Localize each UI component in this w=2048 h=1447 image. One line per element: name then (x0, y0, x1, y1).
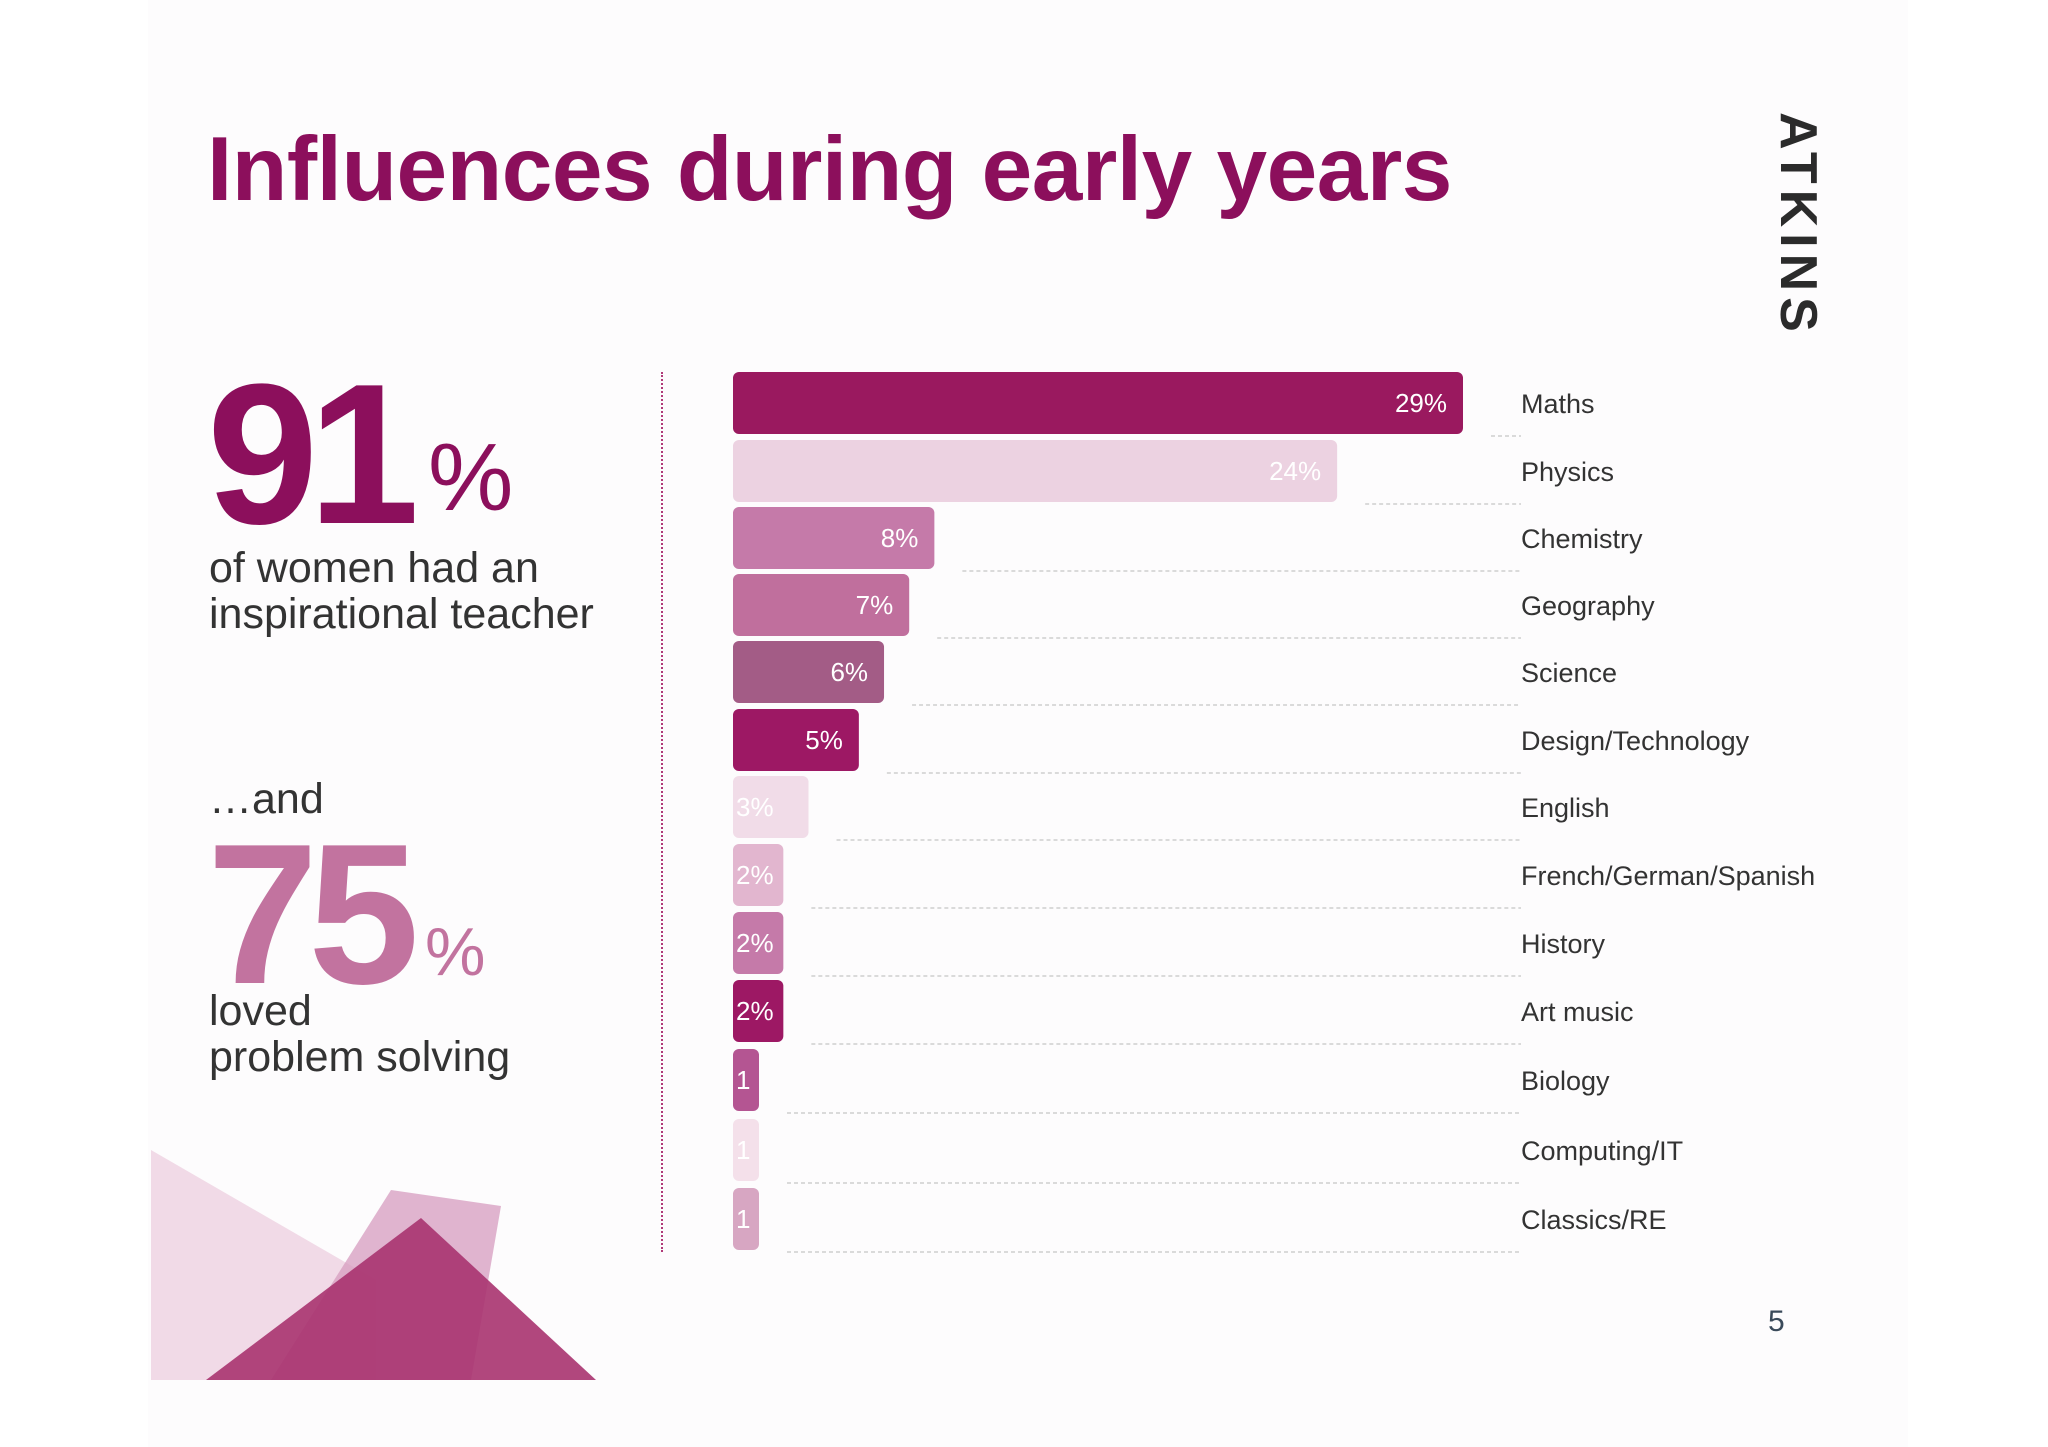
category-label: Physics (1521, 457, 1614, 487)
bar-value-label: 2% (736, 928, 774, 958)
bar-value-label: 6% (830, 657, 868, 687)
bar-computing-it (733, 1119, 759, 1181)
category-label: Computing/IT (1521, 1136, 1683, 1166)
section-divider (661, 372, 663, 1252)
stat1-value: 91 (207, 343, 419, 566)
bar-biology (733, 1049, 759, 1111)
category-label: Science (1521, 658, 1617, 688)
page-number: 5 (1768, 1305, 1785, 1338)
bar-value-label: 1 (736, 1065, 750, 1095)
bar-value-label: 5% (805, 725, 843, 755)
bar-art-music (733, 980, 784, 1042)
stat1-description: of women had an inspirational teacher (209, 545, 669, 637)
stat1-description-line1: of women had an (209, 544, 539, 592)
bar-french-german-spanish (733, 844, 784, 906)
bar-value-label: 8% (881, 523, 919, 553)
category-label: Art music (1521, 997, 1634, 1027)
bar-value-label: 1 (736, 1204, 750, 1234)
bar-chemistry (733, 507, 935, 569)
category-label: Biology (1521, 1066, 1610, 1096)
bar-physics (733, 440, 1338, 502)
category-label: French/German/Spanish (1521, 861, 1815, 891)
bar-english (733, 776, 809, 838)
bar-value-label: 2% (736, 860, 774, 890)
stat2-unit: % (425, 914, 486, 990)
bar-design-technology (733, 709, 859, 771)
bar-classics-re (733, 1188, 759, 1250)
bar-value-label: 29% (1395, 388, 1447, 418)
decorative-triangles (151, 1150, 596, 1380)
bar-value-label: 1 (736, 1135, 750, 1165)
bar-value-label: 2% (736, 996, 774, 1026)
category-label: Geography (1521, 591, 1655, 621)
bar-value-label: 3% (736, 792, 774, 822)
bar-value-label: 7% (856, 590, 894, 620)
category-label: Chemistry (1521, 524, 1643, 554)
category-label: Classics/RE (1521, 1205, 1667, 1235)
stat2-description-line1: loved (209, 987, 312, 1035)
page-title: Influences during early years (207, 119, 1452, 220)
bar-maths (733, 372, 1463, 434)
category-label: English (1521, 793, 1610, 823)
bar-geography (733, 574, 910, 636)
category-label: History (1521, 929, 1606, 959)
bar-science (733, 641, 885, 703)
bar-value-label: 24% (1269, 456, 1321, 486)
bar-history (733, 912, 784, 974)
stat2-intro: …and (209, 775, 324, 823)
category-label: Design/Technology (1521, 726, 1750, 756)
stat1-unit: % (428, 424, 514, 531)
stat1-description-line2: inspirational teacher (209, 590, 594, 638)
stat2-description: loved problem solving (209, 988, 669, 1080)
stat2-description-line2: problem solving (209, 1033, 511, 1081)
stat2-value: 75 (207, 803, 419, 1026)
category-label: Maths (1521, 389, 1595, 419)
